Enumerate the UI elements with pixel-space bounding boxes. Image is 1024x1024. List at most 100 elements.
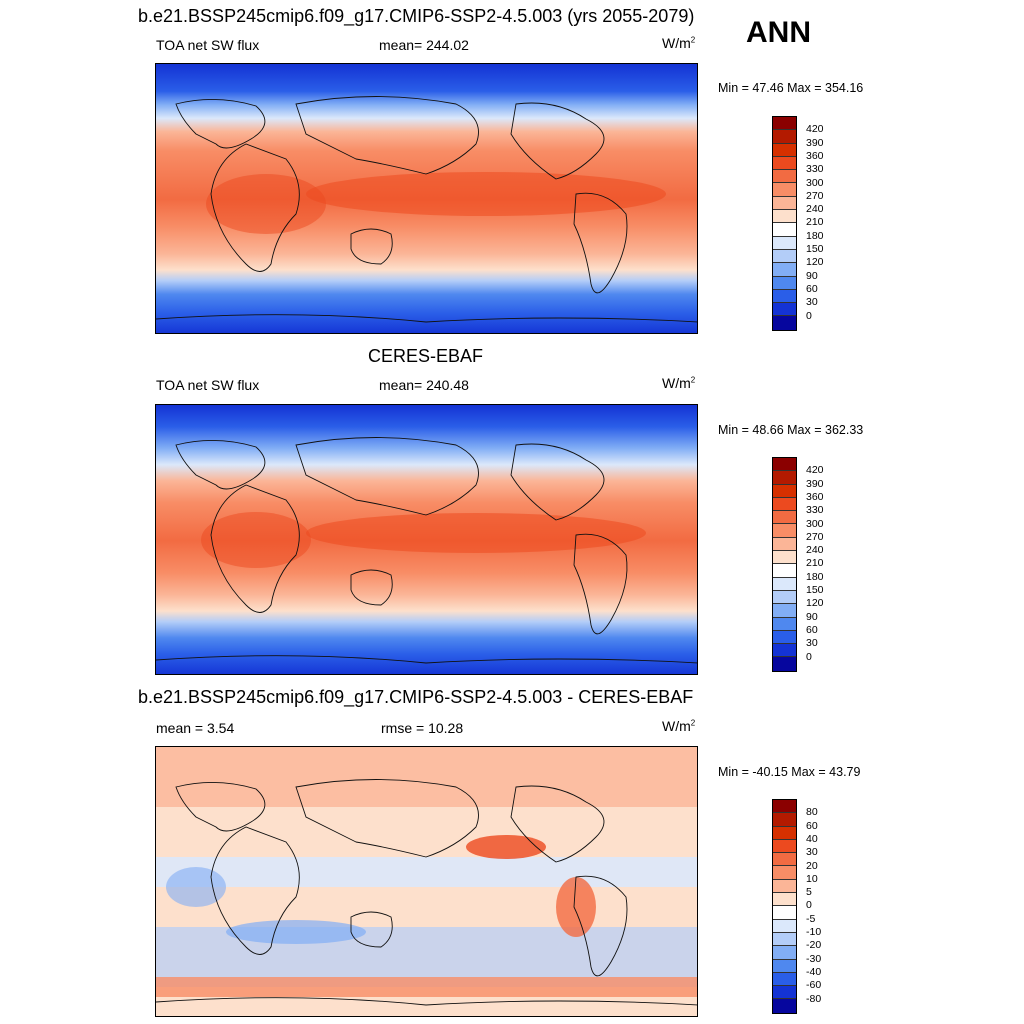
- panel1-colorbar-cell: [773, 276, 796, 290]
- panel1-colorbar-cell: [773, 263, 796, 277]
- panel3-colorbar-cell: [773, 866, 796, 880]
- panel3-colorbar-cell: [773, 946, 796, 960]
- panel1-colorbar-tick-label: 0: [806, 309, 812, 322]
- panel1-colorbar-tick-label: 90: [806, 269, 818, 282]
- panel1-colorbar-cell: [773, 210, 796, 224]
- panel1-variable-label: TOA net SW flux: [156, 37, 260, 53]
- panel1-colorbar-cell: [773, 303, 796, 317]
- panel2-colorbar-cell: [773, 564, 796, 578]
- panel3-map-svg: [156, 747, 697, 1016]
- panel1-colorbar-tick-label: 210: [806, 216, 824, 229]
- panel3-colorbar: [772, 799, 797, 1014]
- panel2-colorbar-tick-label: 0: [806, 650, 812, 663]
- panel2-variable-label: TOA net SW flux: [156, 377, 260, 393]
- panel2-map: [155, 404, 698, 675]
- panel2-colorbar-cell: [773, 524, 796, 538]
- panel3-colorbar-tick-label: 20: [806, 859, 818, 872]
- panel3-map: [155, 746, 698, 1017]
- panel1-colorbar-cell: [773, 236, 796, 250]
- panel2-colorbar-tick-label: 330: [806, 504, 824, 517]
- panel3-mean-label: mean = 3.54: [156, 720, 235, 736]
- panel1-minmax: Min = 47.46 Max = 354.16: [718, 81, 864, 95]
- panel1-colorbar-cell: [773, 130, 796, 144]
- panel2-colorbar-tick-label: 120: [806, 597, 824, 610]
- panel1-units: W/m2: [662, 35, 696, 51]
- panel2-colorbar-cell: [773, 630, 796, 645]
- panel3-colorbar-cell: [773, 853, 796, 867]
- panel3-colorbar-tick-label: 40: [806, 832, 818, 845]
- panel2-colorbar-cell: [773, 484, 796, 498]
- panel3-colorbar-cell: [773, 986, 796, 1000]
- panel2-colorbar-tick-label: 270: [806, 530, 824, 543]
- panel3-units: W/m2: [662, 718, 696, 734]
- panel2-colorbar-cell: [773, 644, 796, 658]
- panel1-colorbar-tick-label: 180: [806, 229, 824, 242]
- panel3-colorbar-tick-label: 60: [806, 819, 818, 832]
- panel3-colorbar-tick-label: -60: [806, 979, 822, 992]
- panel3-title: b.e21.BSSP245cmip6.f09_g17.CMIP6-SSP2-4.…: [138, 687, 694, 707]
- panel1-title: b.e21.BSSP245cmip6.f09_g17.CMIP6-SSP2-4.…: [138, 6, 695, 26]
- panel3-colorbar-tick-label: 0: [806, 899, 812, 912]
- panel1-colorbar-cell: [773, 170, 796, 184]
- panel3-colorbar-tick-label: 10: [806, 872, 818, 885]
- panel3-minmax: Min = -40.15 Max = 43.79: [718, 765, 861, 779]
- panel3-colorbar-tick-label: -30: [806, 952, 822, 965]
- panel2-minmax: Min = 48.66 Max = 362.33: [718, 423, 864, 437]
- panel1-colorbar-tick-label: 420: [806, 123, 824, 136]
- panel2-colorbar-cell: [773, 604, 796, 618]
- panel1-colorbar-cell: [773, 249, 796, 264]
- panel3-rmse-label: rmse = 10.28: [381, 720, 464, 736]
- panel3-colorbar-tick-label: -10: [806, 926, 822, 938]
- panel1-colorbar-tick-label: 360: [806, 149, 824, 162]
- panel3-colorbar-tick-label: 5: [806, 886, 812, 899]
- panel2-mean-label: mean= 240.48: [379, 377, 469, 393]
- panel2-map-svg: [156, 405, 697, 674]
- panel2-colorbar-cell: [773, 551, 796, 565]
- panel3-colorbar-cell: [773, 800, 796, 814]
- panel2-colorbar-cell: [773, 617, 796, 631]
- panel2-colorbar-tick-label: 60: [806, 623, 818, 636]
- panel2-colorbar-tick-label: 420: [806, 464, 824, 477]
- panel2-colorbar-tick-label: 390: [806, 477, 824, 490]
- panel2-colorbar-tick-label: 180: [806, 570, 824, 583]
- panel3-colorbar-cell: [773, 999, 796, 1013]
- panel2-colorbar-cell: [773, 497, 796, 512]
- panel3-colorbar-cell: [773, 959, 796, 973]
- panel2-title: CERES-EBAF: [368, 346, 484, 366]
- panel1-colorbar-tick-label: 270: [806, 189, 824, 202]
- panel2-colorbar-cell: [773, 537, 796, 552]
- panel1-colorbar-tick-label: 330: [806, 163, 824, 176]
- panel1-colorbar-tick-label: 150: [806, 243, 824, 255]
- panel3-colorbar-tick-label: -80: [806, 992, 822, 1005]
- season-label: ANN: [746, 16, 811, 49]
- panel3-colorbar-cell: [773, 906, 796, 920]
- panel2-colorbar-tick-label: 300: [806, 517, 824, 530]
- panel1-colorbar: [772, 116, 797, 331]
- panel2-colorbar-cell: [773, 471, 796, 485]
- panel1-colorbar-tick-label: 300: [806, 176, 824, 189]
- panel1-mean-label: mean= 244.02: [379, 37, 469, 53]
- panel3-colorbar-tick-label: 80: [806, 806, 818, 819]
- panel1-colorbar-tick-label: 240: [806, 203, 824, 216]
- panel2-units: W/m2: [662, 375, 696, 391]
- panel3-colorbar-cell: [773, 813, 796, 827]
- panel3-colorbar-tick-label: 30: [806, 846, 818, 859]
- panel3-colorbar-cell: [773, 932, 796, 947]
- panel2-colorbar-cell: [773, 577, 796, 591]
- panel3-colorbar-cell: [773, 919, 796, 933]
- panel2-colorbar-tick-label: 210: [806, 557, 824, 570]
- panel2-colorbar-cell: [773, 458, 796, 472]
- panel2-colorbar-cell: [773, 657, 796, 671]
- panel2-colorbar-cell: [773, 590, 796, 605]
- panel1-colorbar-cell: [773, 223, 796, 237]
- panel2-colorbar-tick-label: 30: [806, 637, 818, 650]
- panel3-colorbar-tick-label: -40: [806, 965, 822, 978]
- panel3-colorbar-cell: [773, 972, 796, 987]
- panel2-colorbar: [772, 457, 797, 672]
- panel3-colorbar-cell: [773, 826, 796, 840]
- panel1-map-svg: [156, 64, 697, 333]
- panel1-colorbar-tick-label: 390: [806, 136, 824, 149]
- panel1-map: [155, 63, 698, 334]
- panel1-colorbar-cell: [773, 316, 796, 330]
- panel1-colorbar-tick-label: 60: [806, 282, 818, 295]
